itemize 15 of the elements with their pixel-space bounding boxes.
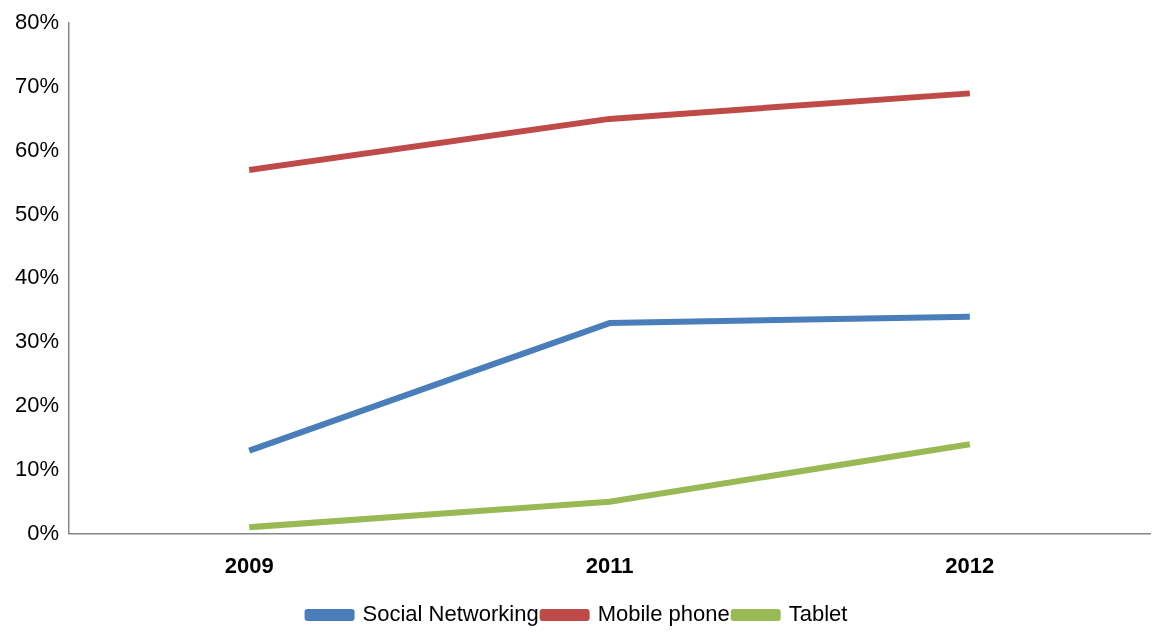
x-tick-label: 2009 xyxy=(224,552,274,578)
y-tick-label: 70% xyxy=(14,73,60,99)
y-tick-label: 20% xyxy=(14,392,60,418)
y-tick-label: 10% xyxy=(14,455,60,481)
legend-label: Mobile phone xyxy=(597,601,730,627)
legend-label: Social Networking xyxy=(362,601,539,627)
y-tick-label: 50% xyxy=(14,200,60,226)
y-tick-label: 0% xyxy=(27,519,60,545)
x-tick-label: 2011 xyxy=(585,552,634,578)
x-tick-label: 2012 xyxy=(945,552,995,578)
y-tick-label: 60% xyxy=(14,136,60,162)
y-tick-label: 30% xyxy=(14,328,60,354)
y-tick-label: 80% xyxy=(14,9,60,35)
legend-label: Tablet xyxy=(788,601,848,627)
y-tick-label: 40% xyxy=(14,264,60,290)
